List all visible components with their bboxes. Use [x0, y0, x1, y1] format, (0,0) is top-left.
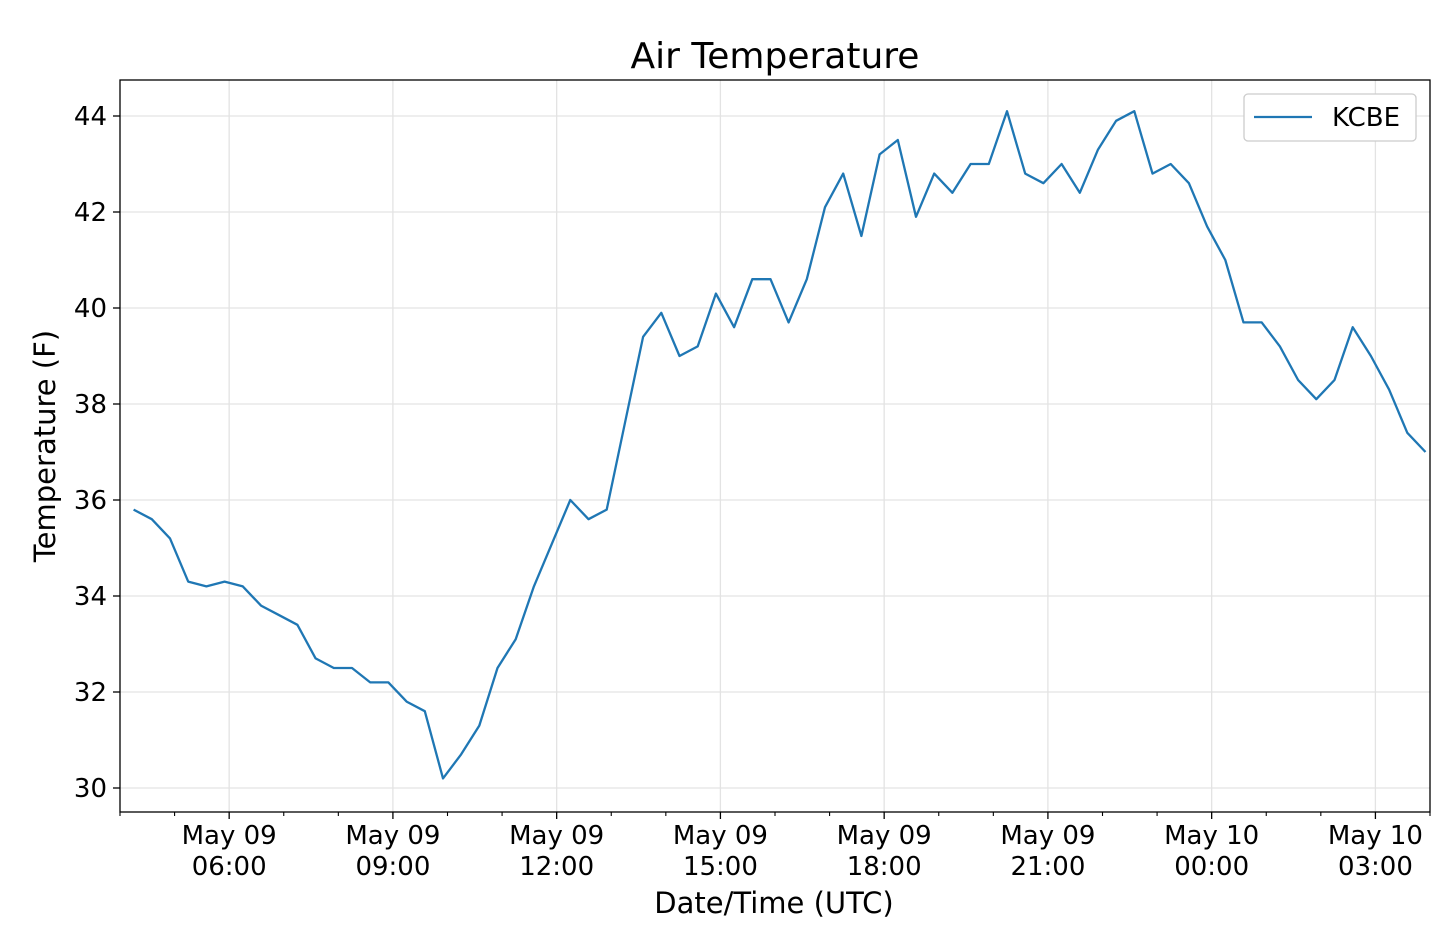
x-tick-label-line: May 10: [1164, 821, 1259, 851]
chart-title: Air Temperature: [631, 36, 920, 77]
x-tick-label: May 09 12:00: [509, 821, 604, 882]
x-tick-label: May 09 21:00: [1000, 821, 1095, 882]
x-tick-label: May 09 15:00: [673, 821, 768, 882]
x-tick-label-line: May 09: [673, 821, 768, 851]
x-tick-label-line: 15:00: [683, 852, 758, 882]
y-tick-label: 38: [74, 390, 107, 420]
x-tick-label-line: May 10: [1328, 821, 1423, 851]
x-tick-label: May 10 03:00: [1328, 821, 1423, 882]
x-tick-label-line: 03:00: [1338, 852, 1413, 882]
x-tick-label: May 09 09:00: [345, 821, 440, 882]
x-tick-label-line: May 09: [1000, 821, 1095, 851]
y-tick-label: 36: [74, 486, 107, 516]
y-tick-label: 32: [74, 678, 107, 708]
legend: KCBE: [1243, 93, 1417, 142]
x-tick-label-line: 12:00: [519, 852, 594, 882]
y-tick-label: 44: [74, 102, 107, 132]
x-tick-label-line: 06:00: [192, 852, 267, 882]
x-tick-label-line: 00:00: [1174, 852, 1249, 882]
x-tick-label: May 09 18:00: [837, 821, 932, 882]
y-tick-label: 30: [74, 774, 107, 804]
x-tick-label: May 10 00:00: [1164, 821, 1259, 882]
y-tick-label: 40: [74, 294, 107, 324]
y-tick-label: 42: [74, 198, 107, 228]
x-tick-label-line: 18:00: [847, 852, 922, 882]
series-line-kcbe: [133, 110, 1427, 780]
x-tick-label: May 09 06:00: [182, 821, 277, 882]
x-tick-label-line: May 09: [837, 821, 932, 851]
x-tick-label-line: May 09: [509, 821, 604, 851]
legend-box: [1243, 93, 1417, 142]
x-tick-label-line: May 09: [345, 821, 440, 851]
plot-frame: [119, 79, 1431, 813]
x-tick-label-line: 09:00: [355, 852, 430, 882]
legend-label: KCBE: [1332, 103, 1400, 133]
x-axis-label: Date/Time (UTC): [654, 886, 893, 920]
x-tick-label-line: May 09: [182, 821, 277, 851]
x-tick-label-line: 21:00: [1010, 852, 1085, 882]
y-tick-label: 34: [74, 582, 107, 612]
grid: [120, 80, 1430, 812]
y-axis-label: Temperature (F): [28, 330, 62, 563]
